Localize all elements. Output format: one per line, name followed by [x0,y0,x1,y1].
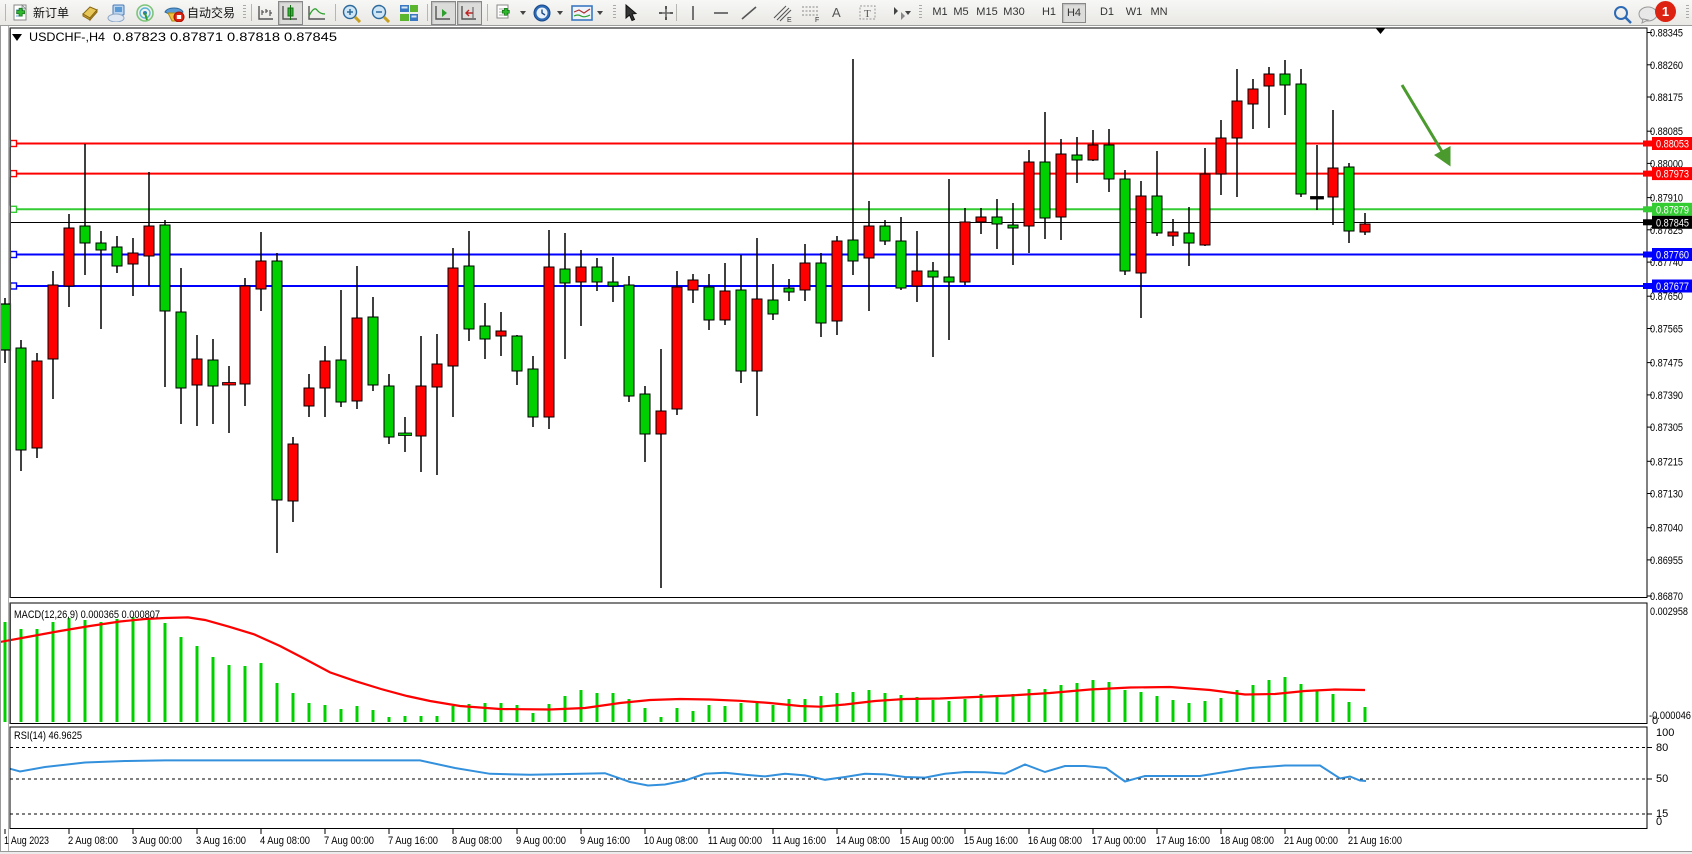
svg-text:16 Aug 08:00: 16 Aug 08:00 [1028,835,1082,847]
svg-text:0.87475: 0.87475 [1650,358,1683,370]
svg-text:3 Aug 16:00: 3 Aug 16:00 [196,835,246,847]
svg-text:9 Aug 00:00: 9 Aug 00:00 [516,835,566,847]
svg-text:3 Aug 00:00: 3 Aug 00:00 [132,835,182,847]
svg-text:0.86955: 0.86955 [1650,555,1683,567]
svg-text:15 Aug 16:00: 15 Aug 16:00 [964,835,1018,847]
svg-text:-0.000046: -0.000046 [1649,710,1691,722]
svg-text:0.88260: 0.88260 [1650,60,1683,72]
svg-text:15: 15 [1656,808,1668,820]
svg-text:14 Aug 08:00: 14 Aug 08:00 [836,835,890,847]
svg-text:0.87879: 0.87879 [1656,204,1689,216]
svg-text:0.87871: 0.87871 [170,30,223,44]
svg-text:100: 100 [1656,727,1674,739]
svg-text:10 Aug 08:00: 10 Aug 08:00 [644,835,698,847]
svg-text:USDCHF-,H4: USDCHF-,H4 [29,30,105,44]
svg-text:11 Aug 00:00: 11 Aug 00:00 [708,835,762,847]
svg-text:7 Aug 00:00: 7 Aug 00:00 [324,835,374,847]
svg-text:0.87677: 0.87677 [1656,281,1689,293]
svg-text:E: E [787,17,792,23]
svg-text:0.87818: 0.87818 [227,30,280,44]
svg-text:0.87973: 0.87973 [1656,169,1689,181]
svg-text:21 Aug 00:00: 21 Aug 00:00 [1284,835,1338,847]
svg-text:11 Aug 16:00: 11 Aug 16:00 [772,835,826,847]
svg-text:0.88085: 0.88085 [1650,126,1683,138]
svg-text:0: 0 [1656,816,1662,828]
svg-text:1 Aug 2023: 1 Aug 2023 [4,835,49,847]
svg-text:0.88053: 0.88053 [1656,139,1689,151]
svg-text:F: F [815,17,819,23]
svg-text:18 Aug 08:00: 18 Aug 08:00 [1220,835,1274,847]
svg-text:T: T [864,8,871,20]
svg-text:8 Aug 08:00: 8 Aug 08:00 [452,835,502,847]
svg-text:21 Aug 16:00: 21 Aug 16:00 [1348,835,1402,847]
svg-text:17 Aug 16:00: 17 Aug 16:00 [1156,835,1210,847]
svg-text:0.87823: 0.87823 [113,30,166,44]
svg-text:80: 80 [1656,742,1668,754]
svg-text:0.87565: 0.87565 [1650,324,1683,336]
svg-text:2 Aug 08:00: 2 Aug 08:00 [68,835,118,847]
svg-text:0.87390: 0.87390 [1650,390,1683,402]
svg-text:0.87845: 0.87845 [284,30,337,44]
svg-text:0.87215: 0.87215 [1650,456,1683,468]
svg-text:15 Aug 00:00: 15 Aug 00:00 [900,835,954,847]
svg-text:0.87650: 0.87650 [1650,291,1683,303]
svg-text:0.88345: 0.88345 [1650,28,1683,40]
svg-text:50: 50 [1656,773,1668,785]
svg-text:0.87130: 0.87130 [1650,489,1683,501]
svg-text:4 Aug 08:00: 4 Aug 08:00 [260,835,310,847]
svg-text:RSI(14) 46.9625: RSI(14) 46.9625 [14,730,82,742]
svg-text:9 Aug 16:00: 9 Aug 16:00 [580,835,630,847]
svg-text:0.87040: 0.87040 [1650,523,1683,535]
svg-text:7 Aug 16:00: 7 Aug 16:00 [388,835,438,847]
svg-text:0.87760: 0.87760 [1656,250,1689,262]
svg-text:0.88175: 0.88175 [1650,92,1683,104]
svg-text:0.87845: 0.87845 [1656,217,1689,229]
svg-text:17 Aug 00:00: 17 Aug 00:00 [1092,835,1146,847]
svg-text:0.87910: 0.87910 [1650,193,1683,205]
svg-text:0.87305: 0.87305 [1650,422,1683,434]
svg-text:0.86870: 0.86870 [1650,591,1683,603]
svg-text:MACD(12,26,9) 0.000365 0.00080: MACD(12,26,9) 0.000365 0.000807 [14,609,160,621]
svg-text:0: 0 [1652,715,1658,727]
svg-text:0.002958: 0.002958 [1650,606,1688,618]
